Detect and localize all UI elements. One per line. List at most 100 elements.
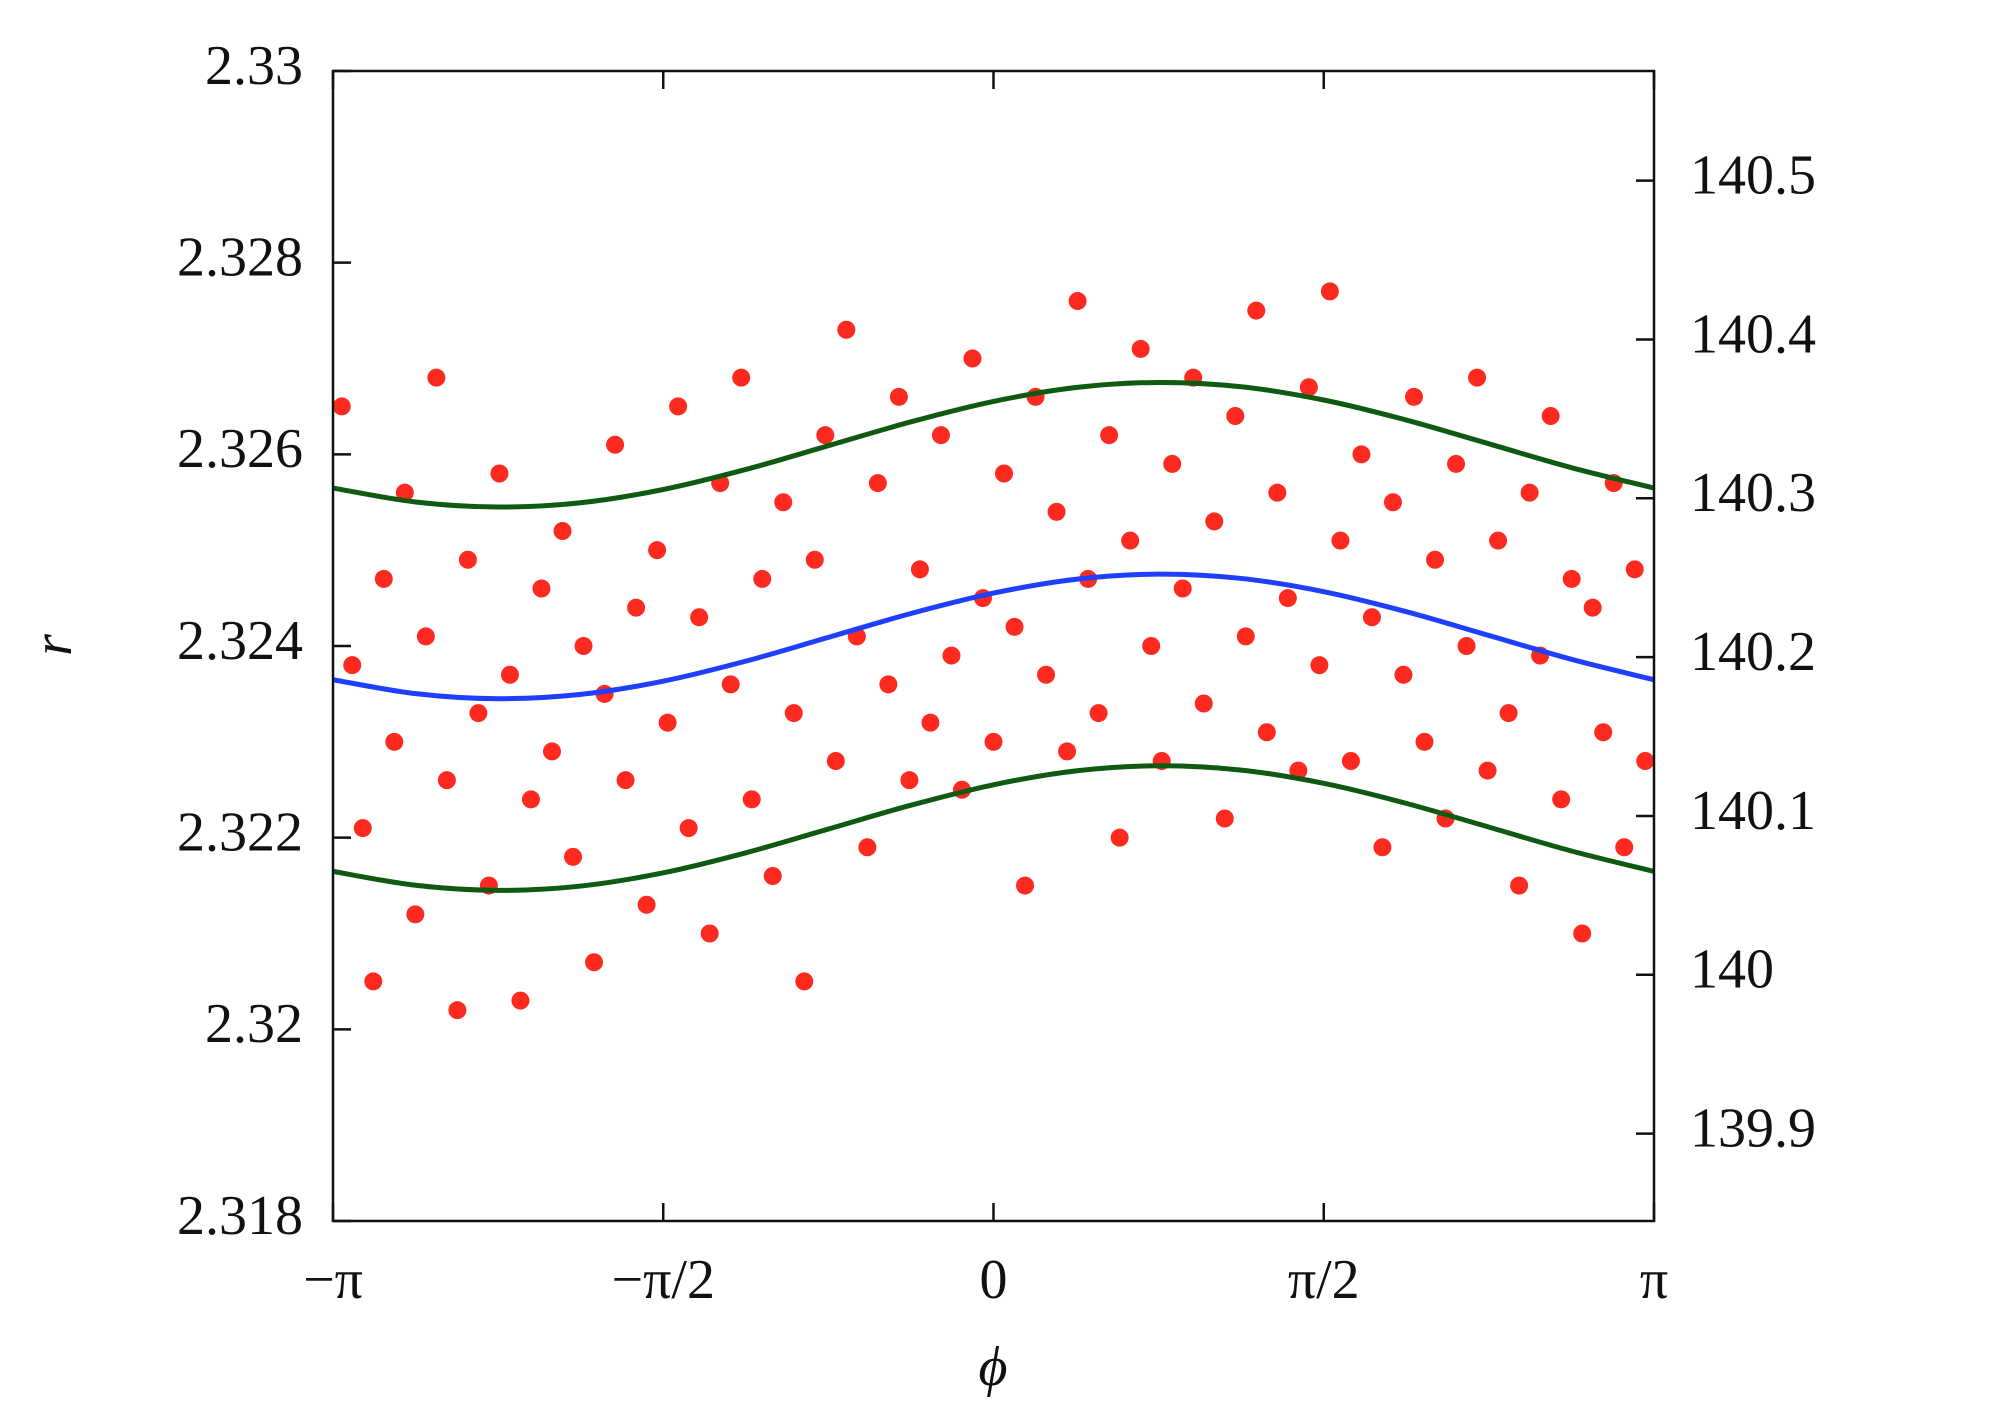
scatter-point bbox=[1142, 637, 1161, 655]
scatter-point bbox=[616, 771, 635, 790]
scatter-point bbox=[500, 665, 519, 684]
y-tick-label: 2.328 bbox=[177, 227, 303, 289]
scatter-point bbox=[1615, 838, 1634, 857]
scatter-point bbox=[532, 579, 551, 598]
scatter-point bbox=[1016, 876, 1035, 895]
scatter-point bbox=[1058, 742, 1077, 761]
scatter-point bbox=[1394, 665, 1413, 684]
scatter-point bbox=[1583, 598, 1602, 617]
scatter-point bbox=[1089, 704, 1108, 723]
scatter-point bbox=[1110, 828, 1129, 847]
y-tick-label: 2.326 bbox=[177, 418, 303, 480]
scatter-point bbox=[1520, 483, 1539, 502]
y-tick-label: 2.324 bbox=[177, 610, 303, 672]
scatter-point bbox=[1489, 531, 1508, 550]
fit-line bbox=[332, 763, 1655, 893]
y2-tick-label: 139.9 bbox=[1690, 1097, 1816, 1159]
scatter-point bbox=[942, 646, 961, 665]
scatter-point bbox=[1100, 426, 1119, 445]
scatter-point bbox=[1131, 339, 1150, 358]
scatter-point bbox=[1499, 704, 1518, 723]
y2-tick-label: 140.2 bbox=[1690, 621, 1816, 683]
scatter-point bbox=[1478, 761, 1497, 780]
scatter-point bbox=[742, 790, 761, 809]
scatter-point bbox=[1415, 732, 1434, 751]
scatter-point bbox=[406, 905, 425, 924]
scatter-point bbox=[1426, 550, 1445, 569]
y-tick-label: 2.322 bbox=[177, 802, 303, 864]
scatter-point bbox=[837, 320, 856, 339]
scatter-point bbox=[648, 541, 667, 560]
scatter-point bbox=[1226, 407, 1245, 425]
scatter-point bbox=[585, 953, 604, 972]
x-axis-label: ϕ bbox=[979, 1336, 1008, 1398]
scatter-point bbox=[564, 847, 583, 866]
scatter-point bbox=[1173, 579, 1192, 598]
scatter-point bbox=[627, 598, 646, 617]
scatter-point bbox=[858, 838, 877, 857]
scatter-point bbox=[669, 397, 688, 416]
y-tick-label: 2.32 bbox=[205, 993, 303, 1055]
scatter-point bbox=[606, 435, 625, 454]
scatter-point bbox=[374, 569, 393, 588]
scatter-point bbox=[332, 397, 351, 416]
scatter-point bbox=[889, 387, 908, 406]
x-tick-label: 0 bbox=[980, 1249, 1008, 1311]
scatter-point bbox=[1299, 378, 1318, 397]
scatter-point bbox=[816, 426, 835, 445]
scatter-point bbox=[1447, 454, 1466, 473]
scatter-point bbox=[1362, 608, 1381, 627]
scatter-point bbox=[1341, 752, 1360, 770]
scatter-point bbox=[469, 704, 488, 723]
fit-line bbox=[332, 379, 1655, 510]
y-tick-label: 2.33 bbox=[205, 35, 303, 97]
scatter-point bbox=[395, 483, 414, 502]
scatter-point bbox=[921, 713, 940, 732]
scatter-point bbox=[763, 867, 782, 885]
plot-frame bbox=[331, 69, 1656, 1223]
scatter-point bbox=[574, 637, 593, 655]
scatter-point bbox=[427, 368, 446, 387]
scatter-point bbox=[553, 522, 572, 540]
scatter-point bbox=[732, 368, 751, 387]
scatter-point bbox=[1278, 589, 1297, 608]
scatter-point bbox=[1289, 761, 1308, 780]
scatter-point bbox=[1310, 656, 1329, 675]
scatter-point bbox=[364, 972, 383, 991]
scatter-point bbox=[458, 550, 477, 569]
scatter-point bbox=[1047, 502, 1066, 521]
x-tick-label: −π bbox=[303, 1249, 363, 1311]
scatter-point bbox=[490, 464, 509, 483]
scatter-point bbox=[910, 560, 929, 579]
scatter-point bbox=[984, 732, 1003, 751]
scatter-point bbox=[1037, 665, 1056, 684]
scatter-point bbox=[1552, 790, 1571, 809]
scatter-point bbox=[385, 732, 404, 751]
y2-tick-label: 140.1 bbox=[1690, 780, 1816, 842]
scatter-point bbox=[1268, 483, 1287, 502]
scatter-point bbox=[931, 426, 950, 445]
scatter-point bbox=[868, 474, 887, 493]
scatter-point bbox=[1594, 723, 1613, 742]
scatter-point bbox=[353, 819, 372, 838]
scatter-point bbox=[1205, 512, 1224, 531]
scatter-point bbox=[1625, 560, 1644, 579]
scatter-point bbox=[437, 771, 456, 790]
scatter-point bbox=[1573, 924, 1592, 943]
x-tick-label: π bbox=[1640, 1249, 1668, 1311]
scatter-point bbox=[1331, 531, 1350, 550]
scatter-point bbox=[448, 1001, 467, 1020]
scatter-point bbox=[416, 627, 435, 646]
scatter-point bbox=[637, 895, 656, 914]
scatter-point bbox=[1636, 752, 1655, 770]
scatter-point bbox=[521, 790, 540, 809]
scatter-point bbox=[1247, 301, 1266, 320]
scatter-point bbox=[753, 569, 772, 588]
scatter-point bbox=[1215, 809, 1234, 828]
y2-tick-label: 140.3 bbox=[1690, 462, 1816, 524]
scatter-point bbox=[700, 924, 719, 943]
x-tick-label: −π/2 bbox=[612, 1249, 715, 1311]
scatter-point bbox=[1236, 627, 1255, 646]
scatter-point bbox=[1121, 531, 1140, 550]
